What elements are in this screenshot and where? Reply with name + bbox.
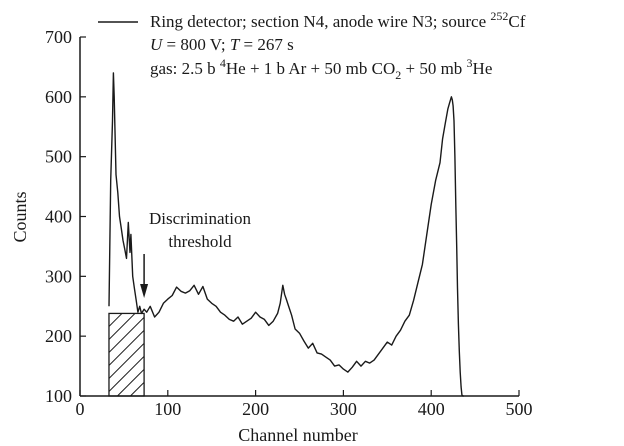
hatch-line [156,313,239,396]
hatch-line [208,313,291,396]
y-tick-label: 600 [45,87,72,107]
series-group [108,72,464,397]
legend-line-1: Ring detector; section N4, anode wire N3… [150,9,526,31]
x-tick-label: 400 [418,399,445,419]
hatch-line [108,329,145,367]
hatch-lines [108,313,304,396]
y-tick-label: 500 [45,147,72,167]
hatch-box [108,312,145,397]
annotation-arrow-head [140,284,149,298]
legend: Ring detector; section N4, anode wire N3… [98,9,526,82]
hatch-line [182,313,265,396]
y-tick-label: 200 [45,326,72,346]
y-tick-label: 100 [45,386,72,406]
hatch-line [108,316,145,354]
threshold-annotation: Discrimination threshold [140,209,251,298]
x-tick-label: 500 [506,399,533,419]
y-tick-label: 400 [45,207,72,227]
hatch-line [195,313,278,396]
axes [79,37,519,397]
x-tick-label: 200 [242,399,269,419]
hatch-line [169,313,252,396]
hatch-line [143,394,145,396]
hatch-line [221,313,304,396]
x-tick-label: 100 [154,399,181,419]
annotation-text-2: threshold [168,232,232,251]
legend-line-2: U = 800 V; T = 267 s [150,35,294,54]
annotation-text-1: Discrimination [149,209,251,228]
series-line-0 [108,72,464,397]
y-tick-label: 700 [45,27,72,47]
y-tick-label: 300 [45,266,72,286]
x-tick-label: 300 [330,399,357,419]
hatch-line [117,368,145,396]
hatch-line [108,355,145,393]
x-tick-label: 0 [76,399,85,419]
x-ticks: 0 100 200 300 400 500 [76,390,533,419]
legend-line-3: gas: 2.5 b 4He + 1 b Ar + 50 mb CO2 + 50… [150,56,492,82]
hatch-line [108,313,136,341]
hatch-region [108,312,304,397]
hatch-line [108,342,145,380]
x-axis-label: Channel number [238,425,357,445]
hatch-line [130,381,145,396]
y-ticks: 100 200 300 400 500 600 700 [45,27,86,406]
y-axis-label: Counts [10,191,30,242]
